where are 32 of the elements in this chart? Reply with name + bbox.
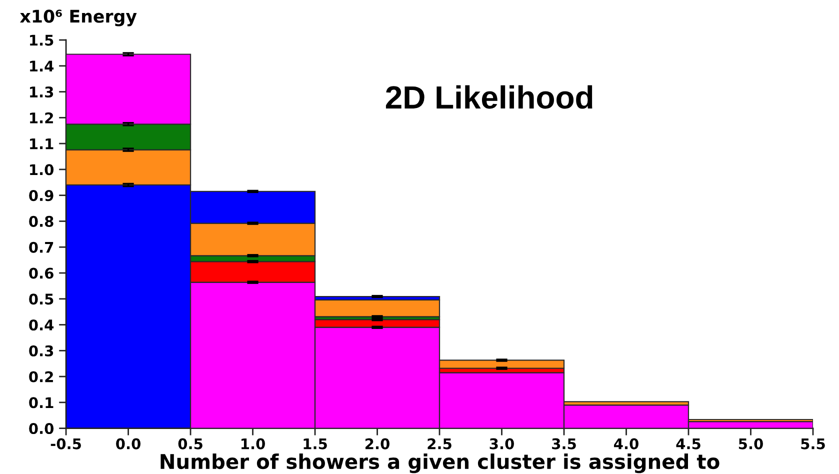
x-tick-label: 0.0 bbox=[116, 438, 140, 450]
x-axis-title: Number of showers a given cluster is assigned to bbox=[160, 454, 720, 474]
x-tick-label: 1.5 bbox=[304, 438, 327, 450]
y-tick-label: 0.2 bbox=[29, 371, 53, 382]
x-tick-label: 2.0 bbox=[366, 438, 390, 450]
y-tick-label: 0.5 bbox=[29, 294, 54, 305]
y-tick-label: 1.5 bbox=[30, 34, 54, 46]
y-tick-label: 1.0 bbox=[30, 164, 54, 176]
text: 2D Likelihood bbox=[386, 85, 592, 109]
x-tick-label: 1.0 bbox=[242, 438, 265, 450]
y-tick-label: 0.4 bbox=[29, 319, 54, 331]
y-tick-label: 0.9 bbox=[29, 190, 54, 202]
x-tick-label: 5.0 bbox=[738, 438, 763, 450]
x-tick-label: 4.5 bbox=[676, 438, 700, 450]
y-tick-label: 0.8 bbox=[29, 216, 54, 227]
x-tick-label: 5.5 bbox=[801, 438, 825, 450]
y-tick-label: 0.7 bbox=[29, 242, 54, 253]
x-tick-label: -0.5 bbox=[50, 438, 81, 450]
x-tick-label: 2.5 bbox=[428, 438, 452, 450]
y-tick-label: 1.2 bbox=[30, 112, 53, 124]
x-tick-label: 4.0 bbox=[614, 438, 638, 450]
y-axis-title: x10⁶ Energy bbox=[20, 10, 137, 26]
y-tick-label: 1.3 bbox=[30, 86, 54, 98]
y-tick-label: 1.4 bbox=[30, 60, 54, 72]
y-tick-label: 0.0 bbox=[29, 423, 54, 434]
y-tick-label: 1.1 bbox=[30, 138, 54, 150]
x-tick-label: 0.5 bbox=[178, 438, 202, 450]
x-tick-label: 3.5 bbox=[552, 438, 576, 450]
y-tick-label: 0.6 bbox=[29, 268, 54, 279]
x-tick-label: 3.0 bbox=[490, 438, 514, 450]
y-tick-label: 0.3 bbox=[29, 345, 54, 356]
y-tick-label: 0.1 bbox=[29, 397, 54, 408]
